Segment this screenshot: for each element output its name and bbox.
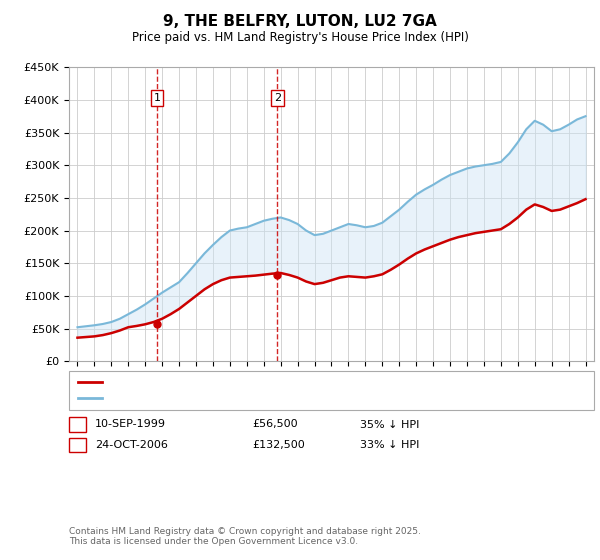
Text: 10-SEP-1999: 10-SEP-1999 xyxy=(95,419,166,430)
Text: 2: 2 xyxy=(74,440,81,450)
Text: £132,500: £132,500 xyxy=(252,440,305,450)
Text: 2: 2 xyxy=(274,93,281,103)
Text: 35% ↓ HPI: 35% ↓ HPI xyxy=(360,419,419,430)
Text: 33% ↓ HPI: 33% ↓ HPI xyxy=(360,440,419,450)
Text: 1: 1 xyxy=(154,93,161,103)
Text: £56,500: £56,500 xyxy=(252,419,298,430)
Text: 9, THE BELFRY, LUTON, LU2 7GA (semi-detached house): 9, THE BELFRY, LUTON, LU2 7GA (semi-deta… xyxy=(107,377,398,387)
Text: Price paid vs. HM Land Registry's House Price Index (HPI): Price paid vs. HM Land Registry's House … xyxy=(131,31,469,44)
Text: HPI: Average price, semi-detached house, Central Bedfordshire: HPI: Average price, semi-detached house,… xyxy=(107,393,437,403)
Text: 1: 1 xyxy=(74,419,81,430)
Text: 9, THE BELFRY, LUTON, LU2 7GA: 9, THE BELFRY, LUTON, LU2 7GA xyxy=(163,14,437,29)
Text: Contains HM Land Registry data © Crown copyright and database right 2025.
This d: Contains HM Land Registry data © Crown c… xyxy=(69,526,421,546)
Text: 24-OCT-2006: 24-OCT-2006 xyxy=(95,440,167,450)
